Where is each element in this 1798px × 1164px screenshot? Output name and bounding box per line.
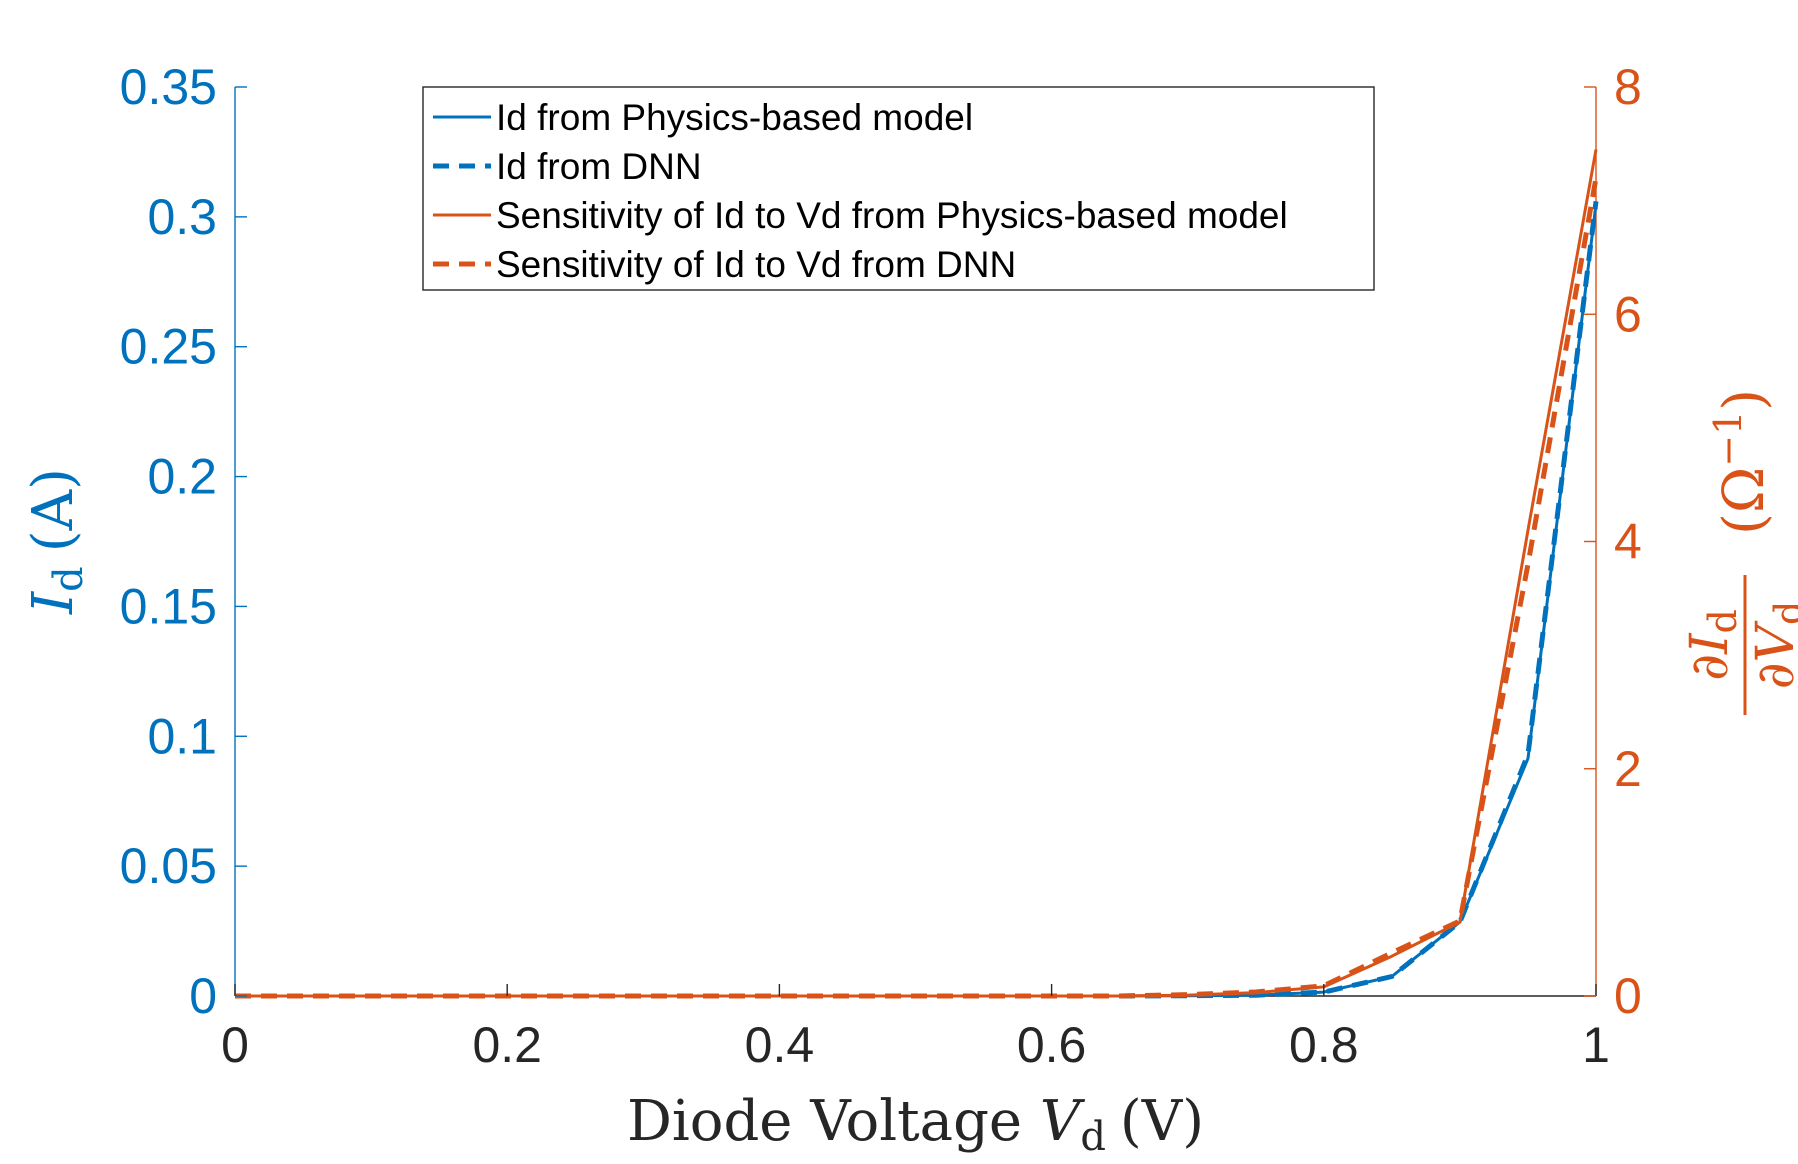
x-axis-label: Diode Voltage Vd (V) [627,1089,1204,1160]
left-y-tick-label: 0 [189,968,217,1024]
right-y-tick-label: 4 [1614,514,1642,570]
left-y-tick-label: 0.3 [147,189,217,245]
x-tick-label: 1 [1582,1017,1610,1073]
right-y-tick-label: 2 [1614,741,1642,797]
legend: Id from Physics-based model Id from DNN Se… [422,86,1375,291]
x-tick-label: 0.6 [1017,1017,1087,1073]
legend-label: Sensitivity of Id to Vd from DNN [496,244,1016,285]
x-tick-label: 0 [221,1017,249,1073]
legend-label: Sensitivity of Id to Vd from Physics-bas… [496,195,1288,236]
series-line-4 [235,177,1599,999]
left-y-tick-label: 0.15 [120,578,217,634]
axis-labels: Diode Voltage Vd(V) Id(A) ∂Id∂Vd (Ω−1) [21,389,1798,1160]
x-tick-label: 0.2 [472,1017,542,1073]
right-y-axis-label: ∂Id∂Vd (Ω−1) [1680,389,1798,715]
left-y-tick-label: 0.2 [147,449,217,505]
series-line-2 [235,200,1599,999]
left-y-tick-label: 0.1 [147,708,217,764]
right-y-label-unit: (Ω−1) [1706,389,1777,535]
left-y-tick-label: 0.25 [120,319,217,375]
x-tick-label: 0.8 [1289,1017,1359,1073]
right-y-tick-label: 8 [1614,59,1642,115]
series-line-1 [235,203,1598,998]
left-y-tick-label: 0.05 [120,838,217,894]
right-y-tick-label: 6 [1614,286,1642,342]
series-points-2 [234,201,1597,997]
right-y-label-denominator: ∂Vd [1746,601,1798,690]
series-points-1 [234,203,1597,997]
left-y-axis-label: Id(A) [21,468,92,615]
left-y-tick-label: 0.35 [120,59,217,115]
legend-box [422,86,1375,291]
right-y-tick-label: 0 [1614,968,1642,1024]
legend-label: Id from DNN [496,146,702,187]
series-points-4 [234,177,1597,997]
legend-label: Id from Physics-based model [496,97,973,138]
x-tick-label: 0.4 [745,1017,815,1073]
ticks: 0 0.2 0.4 0.6 0.8 100.050.10.150.20.250.30.35… [120,59,1642,1073]
right-y-label-numerator: ∂Id [1680,609,1745,681]
